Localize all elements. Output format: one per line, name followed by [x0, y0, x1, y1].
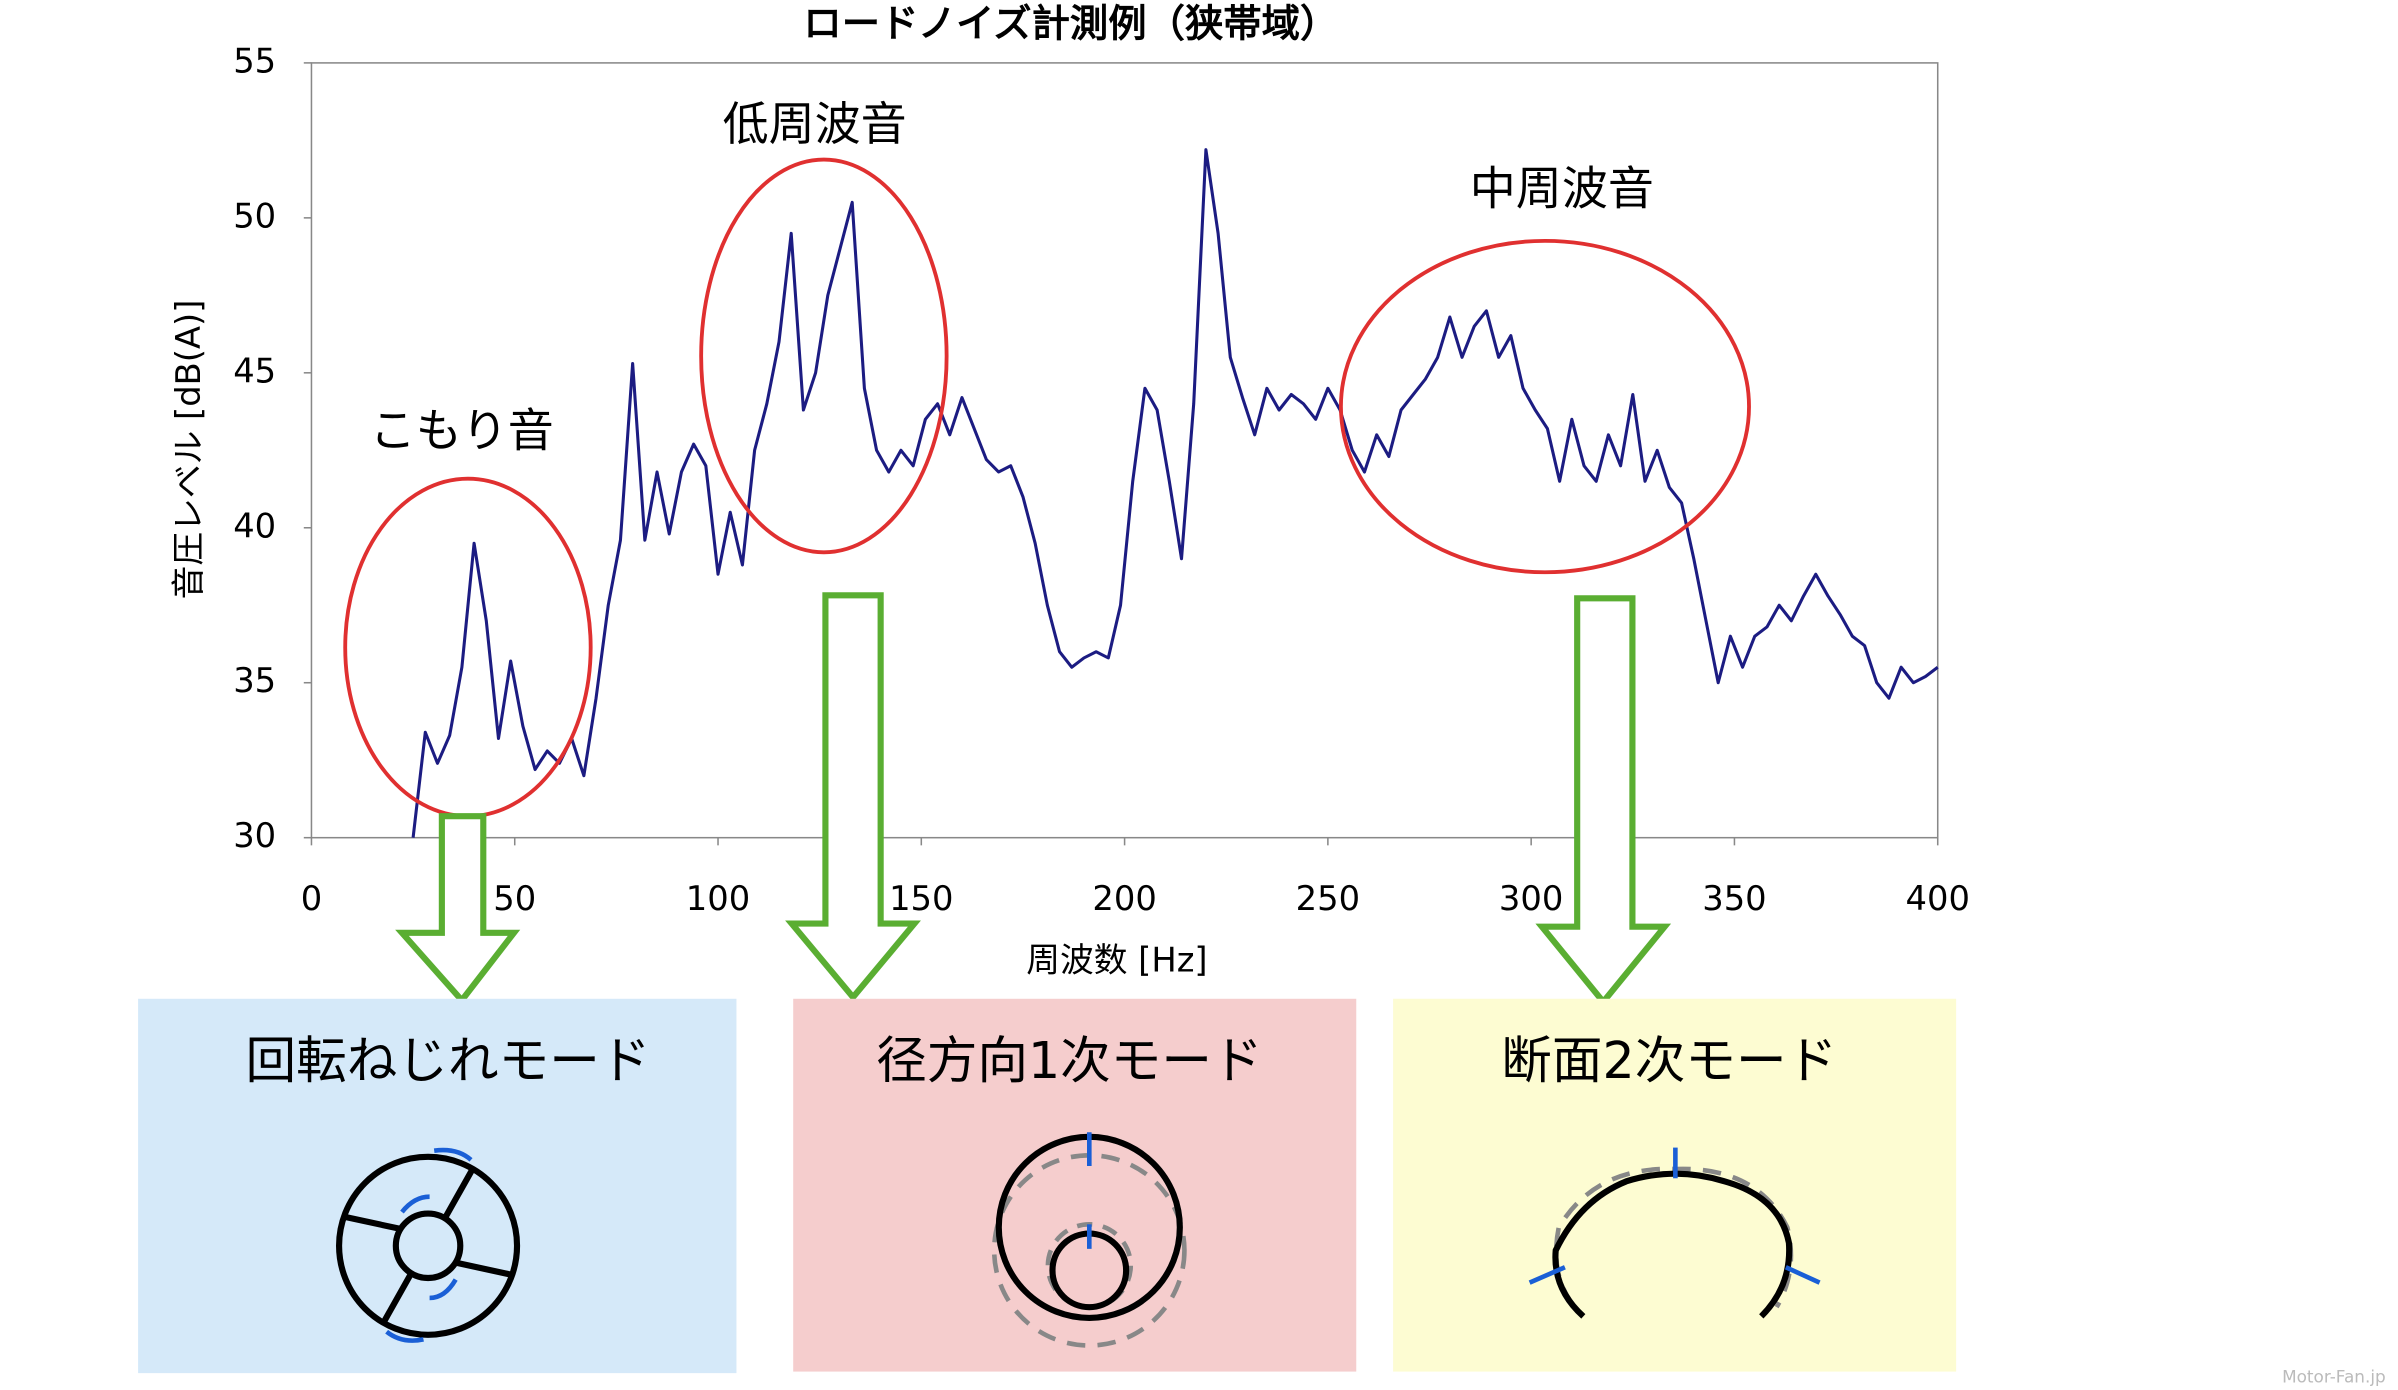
data-line	[411, 148, 1939, 838]
x-axis-label: 周波数 [Hz]	[1026, 940, 1207, 979]
y-tick-label: 30	[233, 816, 276, 855]
annotation: こもり音	[370, 404, 554, 458]
annotation: 低周波音	[723, 97, 907, 151]
ellipse	[1338, 238, 1751, 575]
annotation: 中周波音	[1470, 161, 1654, 215]
ellipse	[699, 157, 949, 555]
y-tick-label: 40	[233, 506, 276, 545]
arrow	[785, 592, 921, 1003]
radial-icon	[991, 1132, 1187, 1348]
mode-box	[793, 998, 1357, 1372]
mode-title: 断面2次モード	[1501, 1031, 1837, 1090]
x-tick-label: 250	[1296, 879, 1360, 918]
mode-title: 回転ねじれモード	[246, 1031, 651, 1090]
torsion-icon	[336, 1147, 521, 1343]
x-tick-label: 350	[1702, 879, 1766, 918]
highlight-ellipses	[343, 157, 1751, 819]
x-tick-label: 300	[1499, 879, 1563, 918]
x-tick-label: 200	[1092, 879, 1156, 918]
x-tick-label: 150	[889, 879, 953, 918]
chart-title: ロードノイズ計測例（狭帯域）	[803, 2, 1338, 47]
y-tick-label: 45	[233, 351, 276, 390]
x-tick-label: 0	[301, 879, 322, 918]
series	[411, 148, 1939, 838]
x-tick-label: 100	[686, 879, 750, 918]
arrow	[395, 813, 521, 1006]
x-tick-label: 400	[1906, 879, 1970, 918]
ellipse	[343, 476, 593, 819]
mode-title: 径方向1次モード	[876, 1031, 1262, 1090]
section-icon	[1528, 1147, 1821, 1319]
y-tick-label: 50	[233, 196, 276, 235]
watermark: Motor-Fan.jp	[2282, 1367, 2386, 1387]
x-tick-label: 50	[493, 879, 536, 918]
plot-frame	[310, 62, 1939, 839]
mode-box	[138, 998, 737, 1374]
arrows	[395, 592, 1672, 1007]
y-axis-label: 音圧レベル [dB(A)]	[169, 300, 208, 600]
y-tick-label: 35	[233, 661, 276, 700]
y-tick-label: 55	[233, 41, 276, 80]
mode-box	[1393, 998, 1957, 1372]
arrow	[1535, 595, 1672, 1007]
